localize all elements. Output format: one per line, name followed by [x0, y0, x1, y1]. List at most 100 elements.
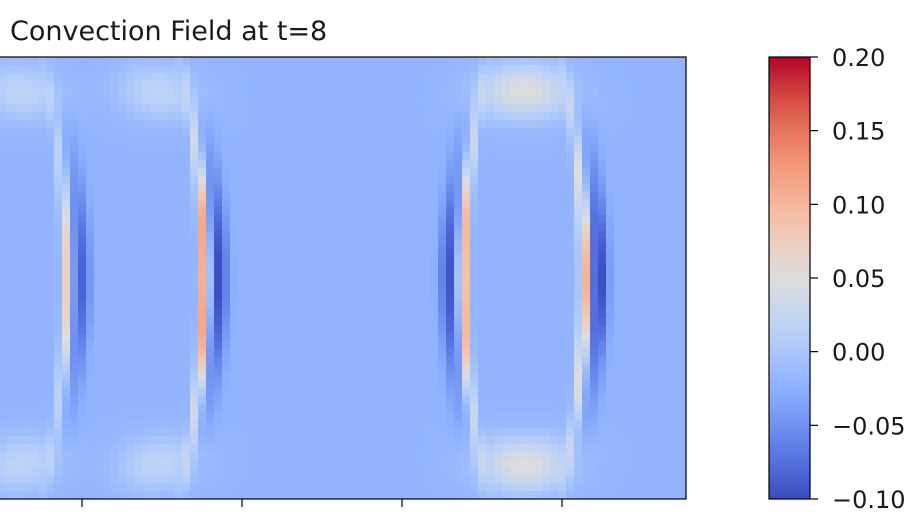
heatmap-cell: [118, 451, 127, 461]
heatmap-cell: [590, 214, 599, 224]
heatmap-cell: [62, 459, 71, 469]
heatmap-cell: [374, 301, 383, 311]
heatmap-cell: [438, 135, 447, 145]
heatmap-cell: [414, 246, 423, 255]
heatmap-cell: [206, 364, 215, 374]
heatmap-cell: [406, 341, 415, 350]
heatmap-cell: [390, 72, 399, 82]
heatmap-cell: [350, 112, 359, 121]
heatmap-cell: [614, 175, 623, 184]
heatmap-cell: [502, 333, 511, 342]
heatmap-cell: [646, 404, 655, 413]
heatmap-cell: [542, 262, 551, 271]
heatmap-cell: [54, 120, 63, 129]
heatmap-cell: [270, 293, 279, 303]
heatmap-cell: [494, 341, 503, 350]
heatmap-cell: [478, 388, 487, 397]
heatmap-cell: [478, 135, 487, 145]
heatmap-cell: [166, 206, 175, 216]
heatmap-cell: [174, 459, 183, 469]
heatmap-cell: [102, 104, 111, 113]
heatmap-cell: [454, 57, 463, 66]
heatmap-cell: [310, 222, 319, 232]
heatmap-cell: [150, 443, 159, 453]
heatmap-cell: [222, 483, 231, 492]
heatmap-cell: [430, 293, 439, 303]
heatmap-cell: [406, 325, 415, 334]
heatmap-cell: [526, 333, 535, 342]
heatmap-cell: [118, 112, 127, 121]
heatmap-cell: [150, 293, 159, 303]
heatmap-cell: [342, 451, 351, 461]
heatmap-cell: [294, 427, 303, 437]
heatmap-cell: [6, 459, 15, 469]
heatmap-cell: [294, 451, 303, 461]
heatmap-cell: [638, 491, 647, 499]
heatmap-cell: [446, 175, 455, 184]
heatmap-cell: [422, 467, 431, 476]
heatmap-cell: [22, 199, 31, 208]
heatmap-cell: [86, 372, 95, 382]
heatmap-cell: [78, 222, 87, 232]
heatmap-cell: [198, 301, 207, 311]
heatmap-cell: [598, 293, 607, 303]
heatmap-cell: [102, 356, 111, 366]
heatmap-cell: [62, 388, 71, 397]
heatmap-cell: [510, 254, 519, 263]
heatmap-cell: [382, 199, 391, 208]
heatmap-cell: [398, 483, 407, 492]
heatmap-cell: [670, 238, 679, 248]
heatmap-cell: [206, 278, 215, 287]
heatmap-cell: [142, 238, 151, 248]
heatmap-cell: [462, 420, 471, 429]
heatmap-cell: [646, 230, 655, 240]
heatmap-cell: [470, 183, 479, 192]
heatmap-cell: [238, 151, 247, 161]
heatmap-cell: [198, 293, 207, 303]
heatmap-cell: [238, 230, 247, 240]
heatmap-cell: [358, 435, 367, 445]
heatmap-cell: [318, 317, 327, 326]
heatmap-cell: [278, 167, 287, 176]
heatmap-cell: [230, 230, 239, 240]
heatmap-cell: [358, 159, 367, 169]
heatmap-cell: [110, 380, 119, 390]
heatmap-cell: [166, 341, 175, 350]
heatmap-cell: [390, 404, 399, 413]
heatmap-cell: [582, 222, 591, 232]
heatmap-cell: [374, 246, 383, 255]
heatmap-cell: [662, 214, 671, 224]
heatmap-cell: [230, 151, 239, 161]
heatmap-cell: [486, 246, 495, 255]
heatmap-cell: [30, 238, 39, 248]
heatmap-cell: [606, 238, 615, 248]
heatmap-cell: [54, 112, 63, 121]
heatmap-cell: [62, 254, 71, 263]
heatmap-cell: [310, 128, 319, 137]
heatmap-cell: [654, 104, 663, 113]
heatmap-cell: [110, 435, 119, 445]
heatmap-cell: [382, 301, 391, 311]
heatmap-cell: [558, 214, 567, 224]
heatmap-cell: [486, 435, 495, 445]
heatmap-cell: [142, 64, 151, 74]
heatmap-cell: [302, 262, 311, 271]
heatmap-cell: [318, 214, 327, 224]
heatmap-cell: [478, 475, 487, 484]
heatmap-cell: [558, 230, 567, 240]
heatmap-cell: [238, 475, 247, 484]
heatmap-cell: [534, 135, 543, 145]
heatmap-cell: [334, 96, 343, 105]
heatmap-cell: [174, 467, 183, 476]
heatmap-cell: [574, 175, 583, 184]
heatmap-cell: [254, 206, 263, 216]
heatmap-cell: [678, 325, 686, 334]
heatmap-cell: [374, 80, 383, 90]
heatmap-cell: [38, 278, 47, 287]
heatmap-cell: [254, 88, 263, 98]
heatmap-cell: [294, 459, 303, 469]
heatmap-cell: [622, 459, 631, 469]
heatmap-cell: [534, 238, 543, 248]
heatmap-cell: [390, 420, 399, 429]
